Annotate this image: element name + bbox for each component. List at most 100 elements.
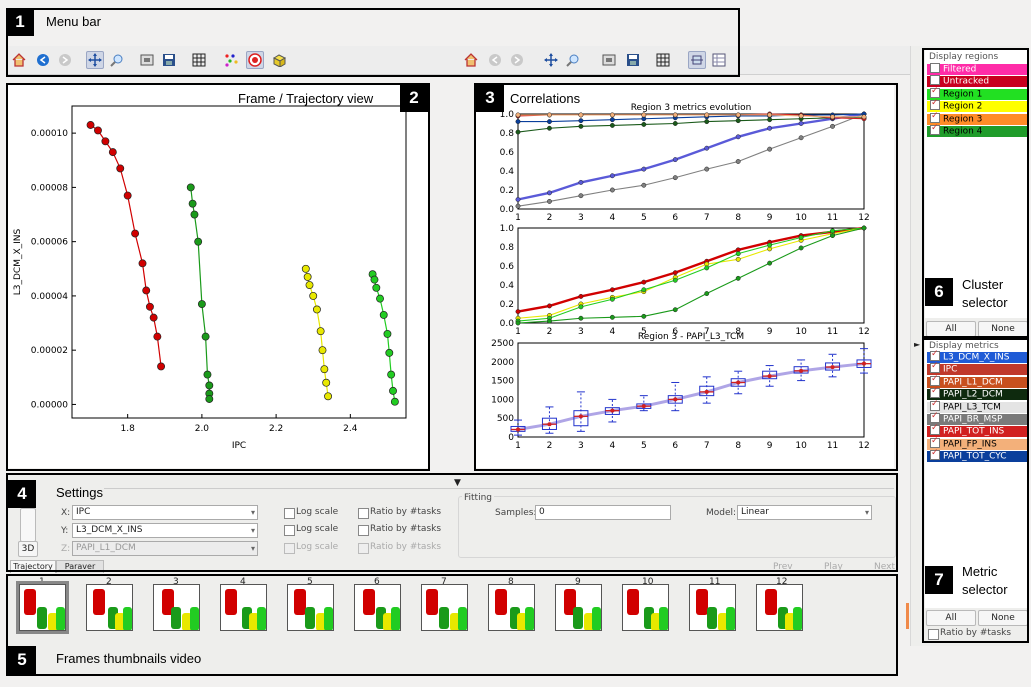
x-ratio-checkbox[interactable] xyxy=(358,508,369,519)
x-tick-label: 10 xyxy=(795,213,807,223)
data-point xyxy=(145,302,154,311)
back-icon[interactable] xyxy=(486,51,504,69)
x-log-scale-checkbox[interactable] xyxy=(284,508,295,519)
callout-frame-view xyxy=(6,83,430,471)
y-tick-label: 0.6 xyxy=(500,148,515,158)
settings-collapse-arrow[interactable]: ▼ xyxy=(454,478,461,488)
record-icon[interactable] xyxy=(246,51,264,69)
home-icon[interactable] xyxy=(462,51,480,69)
play-button[interactable]: Play xyxy=(824,562,843,572)
zoom-icon[interactable] xyxy=(108,51,126,69)
frame-thumbnail[interactable] xyxy=(287,584,334,631)
x-axis-select[interactable]: IPC ▾ xyxy=(72,505,258,520)
prev-button[interactable]: Prev xyxy=(773,562,793,572)
configure-icon[interactable] xyxy=(600,51,618,69)
forward-icon[interactable] xyxy=(508,51,526,69)
grid-icon[interactable] xyxy=(190,51,208,69)
item-label: IPC xyxy=(943,364,958,375)
series-point xyxy=(609,122,615,128)
zoom-icon[interactable] xyxy=(564,51,582,69)
list-item[interactable]: Region 4 xyxy=(927,123,1027,137)
split-icon[interactable] xyxy=(688,51,706,69)
frame-thumbnail[interactable] xyxy=(86,584,133,631)
series-point xyxy=(609,187,615,193)
metrics-none-button[interactable]: None xyxy=(978,610,1028,626)
list-item[interactable]: PAPI_TOT_CYC xyxy=(927,448,1027,463)
home-icon[interactable] xyxy=(10,51,28,69)
samples-input[interactable]: 0 xyxy=(535,505,671,520)
median-point xyxy=(862,361,866,366)
back-icon[interactable] xyxy=(34,51,52,69)
list-item[interactable]: Filtered xyxy=(927,63,1027,75)
median-point xyxy=(736,380,741,385)
y-axis-select[interactable]: L3_DCM_X_INS ▾ xyxy=(72,523,258,538)
table-icon[interactable] xyxy=(710,51,728,69)
series-point xyxy=(641,287,647,293)
checkbox[interactable] xyxy=(930,448,940,461)
forward-icon[interactable] xyxy=(56,51,74,69)
thumbnail-cluster xyxy=(324,607,333,630)
frame-thumbnail[interactable] xyxy=(756,584,803,631)
metrics-panel: Display metrics L3_DCM_X_INSIPC PAPI_L1_D… xyxy=(925,340,1029,608)
pan-icon[interactable] xyxy=(86,51,104,69)
checkbox[interactable] xyxy=(930,123,940,135)
x-axis-label: IPC xyxy=(232,441,246,451)
thumbnail-number: 1 xyxy=(39,577,45,587)
configure-icon[interactable] xyxy=(138,51,156,69)
tab-trajectory[interactable]: Trajectory xyxy=(10,560,56,573)
save-icon[interactable] xyxy=(624,51,642,69)
pan-icon[interactable] xyxy=(542,51,560,69)
z-log-scale-checkbox[interactable] xyxy=(284,543,295,554)
thumbnails-scrollbar[interactable] xyxy=(906,603,909,629)
callout-number: 3 xyxy=(476,84,504,112)
thumbnail-cluster xyxy=(592,607,601,630)
series-point xyxy=(735,118,741,124)
thumbnail-cluster xyxy=(573,607,583,629)
frame-thumbnail[interactable] xyxy=(488,584,535,631)
button-3d[interactable]: 3D xyxy=(18,541,38,557)
model-select[interactable]: Linear ▾ xyxy=(737,505,872,520)
save-icon[interactable] xyxy=(160,51,178,69)
frame-thumbnail[interactable] xyxy=(16,581,69,634)
frame-thumbnail[interactable] xyxy=(354,584,401,631)
thumbnail-cluster xyxy=(517,613,527,630)
data-point xyxy=(205,381,214,390)
chevron-down-icon: ▾ xyxy=(864,508,869,517)
checkbox[interactable] xyxy=(930,63,940,73)
y-tick-label: 1000 xyxy=(491,395,514,405)
dice-icon[interactable] xyxy=(270,51,288,69)
x-tick-label: 9 xyxy=(767,327,773,337)
frame-thumbnail[interactable] xyxy=(220,584,267,631)
trajectory-scatter-plot[interactable]: 1.8 2.0 2.2 2.4 0.00000 0.00002 0.00004 0.00006… xyxy=(8,84,428,468)
data-point xyxy=(153,332,162,341)
next-button[interactable]: Next xyxy=(874,562,895,572)
series-point xyxy=(515,203,521,209)
metrics-all-button[interactable]: All xyxy=(926,610,976,626)
callout-label: selector xyxy=(962,295,1008,310)
frame-thumbnail[interactable] xyxy=(622,584,669,631)
y-log-scale-checkbox[interactable] xyxy=(284,525,295,536)
series-point xyxy=(735,275,741,281)
y-axis-value: L3_DCM_X_INS xyxy=(76,525,143,535)
item-label: Untracked xyxy=(943,76,990,87)
data-point xyxy=(205,395,214,403)
correlations-plot[interactable]: 0.00.20.40.60.81.01 2 3 4 5 6 7 8 9 10 11 12Region … xyxy=(476,84,894,468)
z-axis-select[interactable]: PAPI_L1_DCM ▾ xyxy=(72,541,258,556)
frame-thumbnail[interactable] xyxy=(689,584,736,631)
frame-thumbnail[interactable] xyxy=(153,584,200,631)
frame-thumbnail[interactable] xyxy=(421,584,468,631)
y-ratio-checkbox[interactable] xyxy=(358,525,369,536)
y-tick-label: 2500 xyxy=(491,339,514,349)
expand-arrow-icon[interactable]: ► xyxy=(914,340,921,349)
thumbnail-cluster xyxy=(93,589,105,615)
frame-thumbnail[interactable] xyxy=(555,584,602,631)
tab-paraver[interactable]: Paraver xyxy=(56,560,104,573)
thumbnail-cluster xyxy=(778,607,788,629)
callout-number: 4 xyxy=(8,480,36,508)
grid-icon[interactable] xyxy=(654,51,672,69)
metrics-ratio-checkbox[interactable] xyxy=(928,629,939,640)
x-tick-label: 11 xyxy=(827,213,838,223)
z-ratio-checkbox[interactable] xyxy=(358,543,369,554)
dots-icon[interactable] xyxy=(222,51,240,69)
series-point xyxy=(578,123,584,129)
